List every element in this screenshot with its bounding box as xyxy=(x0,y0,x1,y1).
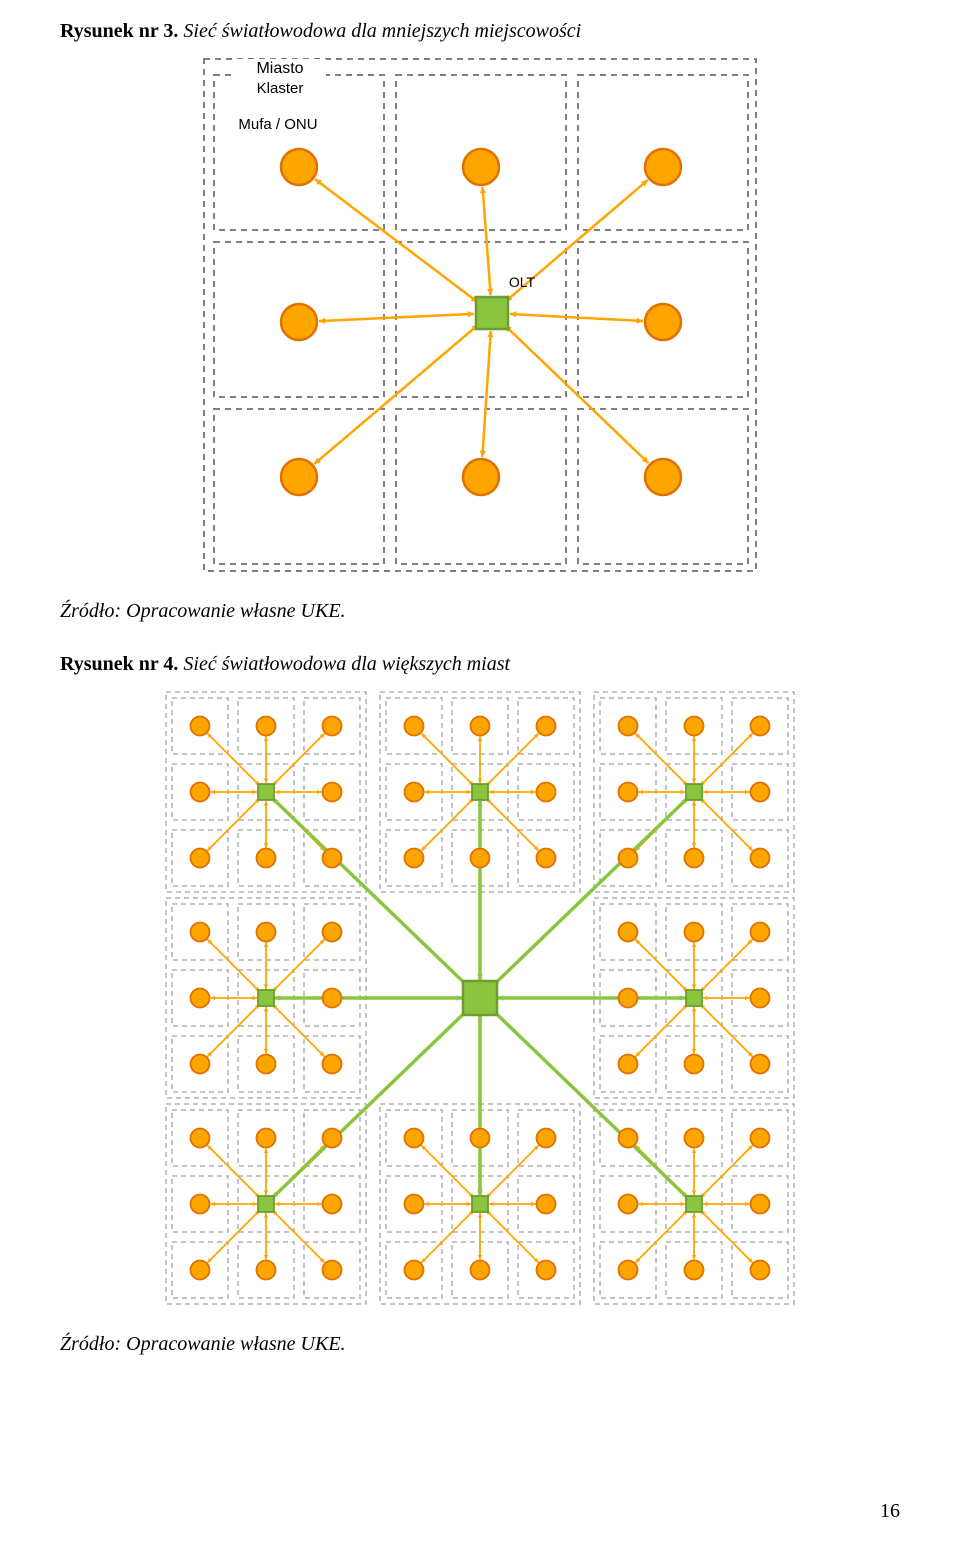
figure2-diagram xyxy=(160,688,800,1313)
svg-text:Mufa / ONU: Mufa / ONU xyxy=(238,116,317,133)
figure1-title-prefix: Rysunek nr 3. xyxy=(60,20,178,42)
figure1-title: Rysunek nr 3. Sieć światłowodowa dla mni… xyxy=(60,20,900,43)
svg-text:Miasto: Miasto xyxy=(256,60,303,77)
figure2-title-prefix: Rysunek nr 4. xyxy=(60,653,178,675)
svg-text:Klaster: Klaster xyxy=(257,80,304,97)
figure2-caption: Źródło: Opracowanie własne UKE. xyxy=(60,1333,900,1356)
svg-text:OLT: OLT xyxy=(509,274,536,290)
figure1-caption: Źródło: Opracowanie własne UKE. xyxy=(60,600,900,623)
figure2-title: Rysunek nr 4. Sieć światłowodowa dla wię… xyxy=(60,653,900,676)
page-number: 16 xyxy=(880,1500,900,1523)
figure2-title-rest: Sieć światłowodowa dla większych miast xyxy=(183,653,510,675)
figure1-diagram: Miasto Klaster Mufa / ONU OLT xyxy=(200,55,760,580)
figure1-title-rest: Sieć światłowodowa dla mniejszych miejsc… xyxy=(183,20,581,42)
